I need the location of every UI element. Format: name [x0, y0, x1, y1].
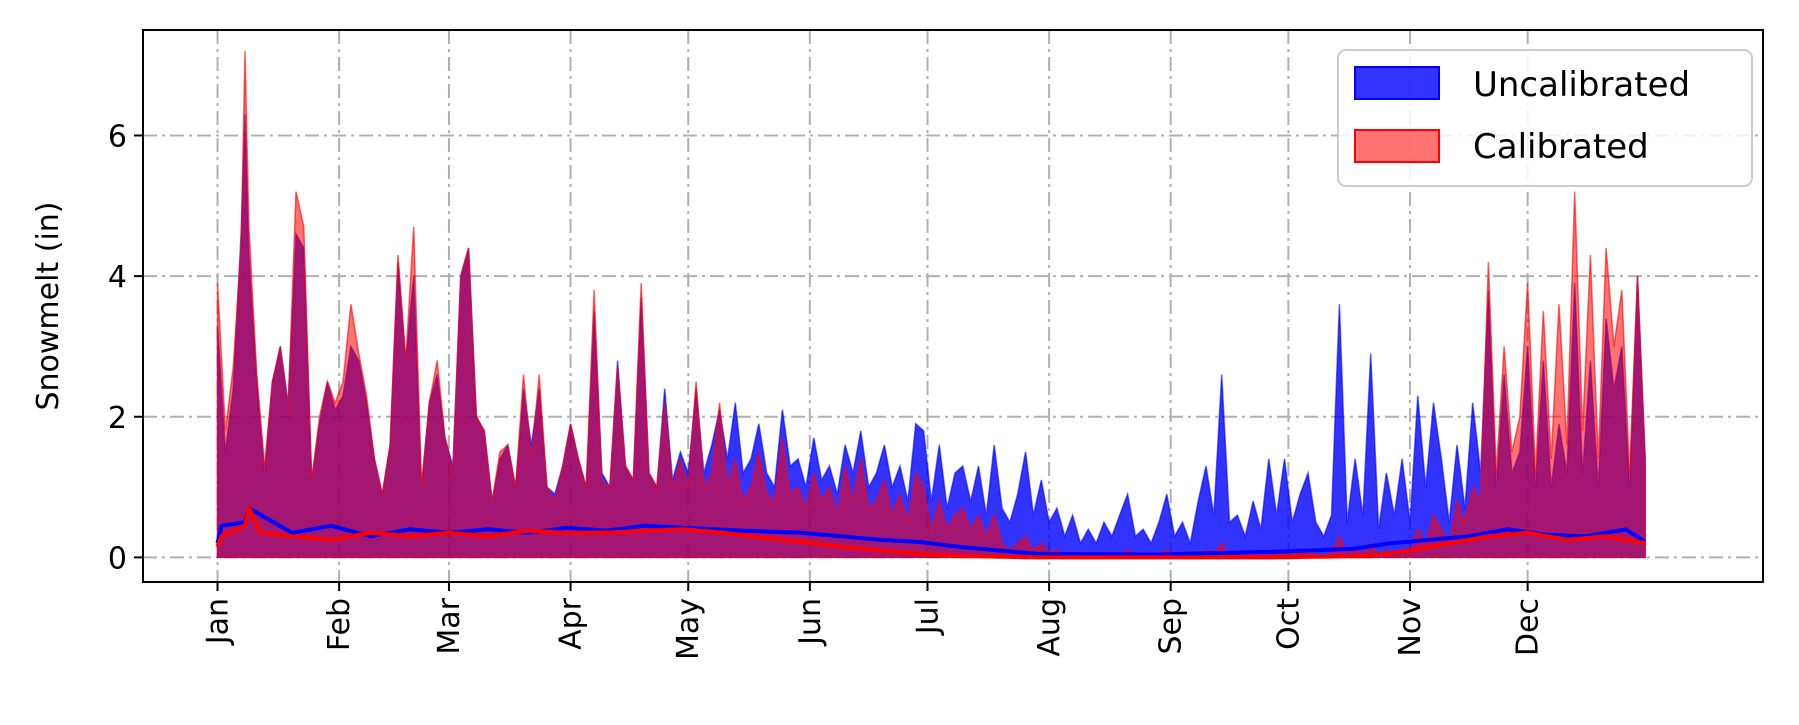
x-tick-label: Nov — [1393, 598, 1428, 657]
plot-area-frame — [142, 29, 1764, 583]
legend-label-calibrated: Calibrated — [1473, 127, 1649, 167]
legend-swatch-calibrated — [1354, 129, 1440, 163]
area-calibrated — [216, 51, 1647, 559]
x-tick-label: Mar — [432, 597, 467, 654]
y-tick-label: 6 — [108, 119, 127, 154]
line-calibrated — [215, 506, 1646, 560]
legend-swatch-uncalibrated — [1354, 66, 1440, 100]
x-tick-label: Feb — [322, 598, 357, 651]
legend-box — [1337, 49, 1753, 187]
x-tick-label: Jan — [201, 598, 236, 646]
x-tick-label: Oct — [1271, 598, 1306, 650]
x-tick-label: Jun — [793, 598, 828, 647]
x-tick-label: Sep — [1154, 598, 1189, 655]
x-tick-label: May — [671, 598, 706, 660]
series-lines — [215, 506, 1647, 560]
legend: Uncalibrated Calibrated — [1337, 49, 1753, 187]
y-tick-label: 0 — [108, 541, 127, 576]
axis-ticks: Jan Feb Mar Apr May Jun Jul Aug Sep Oct Nov Dec 0 2 4 6 — [108, 119, 1546, 660]
x-tick-label: Apr — [554, 597, 589, 650]
series-areas — [216, 51, 1647, 559]
y-tick-label: 4 — [108, 260, 127, 295]
y-tick-label: 2 — [108, 401, 127, 436]
x-tick-label: Aug — [1032, 598, 1067, 657]
y-axis-label: Snowmelt (in) — [31, 201, 66, 410]
x-tick-label: Jul — [911, 598, 946, 636]
legend-label-uncalibrated: Uncalibrated — [1473, 65, 1690, 105]
x-tick-label: Dec — [1511, 598, 1546, 656]
